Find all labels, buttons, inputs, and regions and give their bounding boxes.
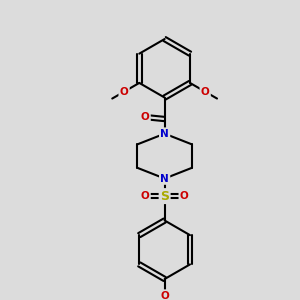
Text: O: O	[180, 191, 188, 201]
Text: O: O	[120, 87, 128, 97]
Text: O: O	[141, 191, 149, 201]
Text: O: O	[141, 112, 149, 122]
Text: O: O	[160, 291, 169, 300]
Text: N: N	[160, 173, 169, 184]
Text: N: N	[160, 129, 169, 139]
Text: S: S	[160, 190, 169, 202]
Text: O: O	[201, 87, 210, 97]
